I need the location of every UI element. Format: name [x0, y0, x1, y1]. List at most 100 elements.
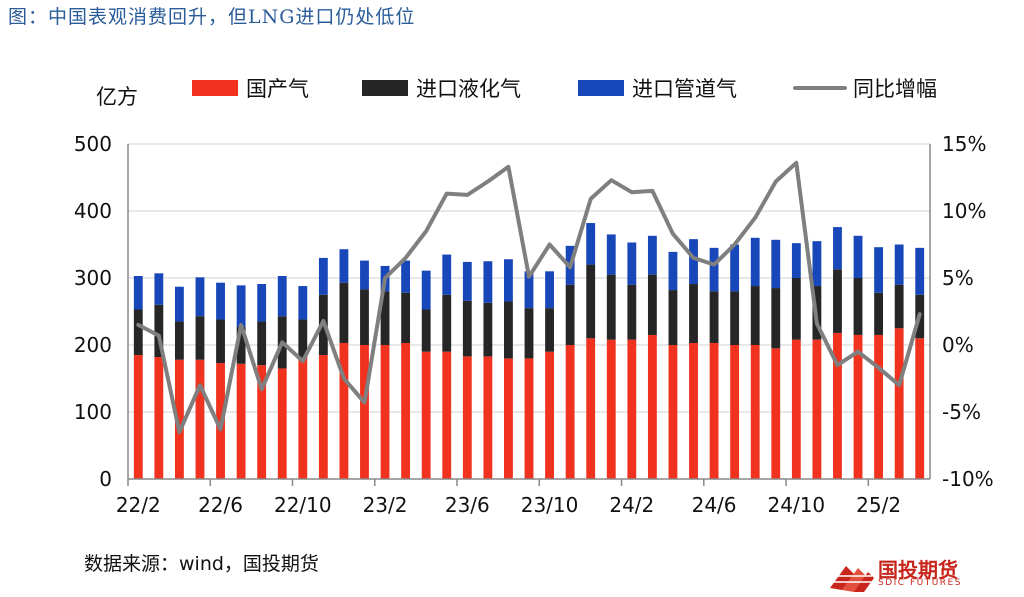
- x-tick-label: 24/10: [768, 493, 826, 517]
- y-tick-label: 300: [74, 266, 112, 290]
- domestic-gas-bar: [709, 342, 719, 479]
- domestic-gas-bar: [689, 342, 698, 479]
- lng-import-bar: [236, 326, 246, 364]
- lng-import-bar: [154, 304, 164, 358]
- domestic-gas-bar: [545, 351, 554, 479]
- domestic-gas-bar: [442, 351, 452, 479]
- x-tick-label: 23/6: [445, 493, 490, 517]
- lng-import-bar: [668, 290, 678, 345]
- pipeline-import-bar: [709, 247, 719, 292]
- pipeline-import-bar: [874, 247, 884, 293]
- pipeline-import-bar: [421, 270, 431, 310]
- lng-import-bar: [360, 289, 369, 345]
- pipeline-import-bar: [236, 285, 246, 327]
- pipeline-import-bar: [401, 260, 411, 293]
- pipeline-import-bar: [833, 227, 842, 270]
- y2-tick-label: 10%: [942, 199, 986, 223]
- lng-import-bar: [401, 292, 411, 343]
- domestic-gas-bar: [236, 363, 246, 479]
- domestic-gas-bar: [298, 358, 308, 479]
- lng-import-bar: [216, 319, 225, 364]
- pipeline-import-bar: [195, 277, 205, 317]
- x-tick-label: 24/2: [609, 493, 654, 517]
- pipeline-import-bar: [730, 244, 740, 292]
- pipeline-import-bar: [257, 284, 267, 322]
- pipeline-import-bar: [771, 239, 781, 289]
- domestic-gas-bar: [318, 355, 328, 479]
- pipeline-import-bar: [647, 235, 657, 275]
- pipeline-import-bar: [689, 239, 698, 285]
- legend: 国产气 进口液化气 进口管道气 同比增幅: [192, 77, 937, 101]
- legend-domestic-swatch: [192, 80, 238, 96]
- pipeline-import-bar: [853, 235, 863, 278]
- domestic-gas-bar: [647, 334, 657, 479]
- x-tick-label: 22/2: [116, 493, 161, 517]
- domestic-gas-bar: [483, 356, 493, 479]
- lng-import-bar: [442, 294, 452, 352]
- domestic-gas-bar: [730, 345, 740, 479]
- y-tick-label: 400: [74, 199, 112, 223]
- lng-import-bar: [647, 274, 657, 335]
- yoy-line: [136, 160, 922, 435]
- pipeline-import-bar: [668, 251, 678, 291]
- domestic-gas-bar: [853, 334, 863, 479]
- lng-import-bar: [380, 291, 390, 345]
- domestic-gas-bar: [257, 365, 267, 479]
- pipeline-import-bar: [442, 254, 452, 295]
- pipeline-import-bar: [606, 234, 616, 275]
- lng-import-bar: [771, 288, 781, 349]
- domestic-gas-bar: [524, 358, 534, 479]
- lng-import-bar: [257, 321, 267, 366]
- legend-domestic-label: 国产气: [246, 77, 309, 101]
- lng-import-bar: [853, 278, 863, 335]
- pipeline-import-bar: [298, 286, 308, 320]
- y-tick-label: 0: [99, 467, 112, 491]
- y2-tick-label: 0%: [942, 333, 974, 357]
- pipeline-import-bar: [339, 249, 349, 283]
- lng-import-bar: [833, 269, 842, 333]
- domestic-gas-bar: [874, 334, 884, 479]
- legend-pipeline-swatch: [578, 80, 624, 96]
- domestic-gas-bar: [771, 348, 781, 479]
- pipeline-import-bar: [504, 259, 513, 302]
- pipeline-import-bar: [812, 241, 822, 287]
- pipeline-import-bar: [360, 260, 369, 290]
- x-tick-label: 22/6: [198, 493, 243, 517]
- domestic-gas-bar: [894, 328, 904, 479]
- pipeline-import-bar: [216, 282, 225, 320]
- lng-import-bar: [545, 308, 554, 352]
- domestic-gas-bar: [586, 338, 596, 479]
- lng-import-bar: [483, 302, 493, 357]
- y2-tick-label: 15%: [942, 132, 986, 156]
- lng-import-bar: [606, 274, 616, 340]
- lng-import-bar: [339, 282, 349, 343]
- pipeline-import-bar: [915, 247, 925, 295]
- pipeline-import-bar: [462, 261, 472, 301]
- lng-import-bar: [133, 309, 143, 356]
- pipeline-import-bar: [524, 271, 534, 309]
- x-tick-label: 23/10: [521, 493, 579, 517]
- pipeline-import-bar: [483, 261, 493, 303]
- x-tick-label: 22/10: [274, 493, 332, 517]
- axes: [127, 144, 931, 486]
- source-note: 数据来源：wind，国投期货: [84, 553, 319, 575]
- x-tick-label: 23/2: [363, 493, 408, 517]
- domestic-gas-bar: [462, 356, 472, 479]
- lng-import-bar: [627, 284, 637, 340]
- lng-import-bar: [565, 284, 575, 345]
- lng-import-bar: [689, 284, 698, 343]
- pipeline-import-bar: [791, 243, 801, 278]
- pipeline-import-bar: [277, 275, 287, 317]
- lng-import-bar: [524, 308, 534, 359]
- logo-name: 国投期货: [878, 558, 958, 582]
- pipeline-import-bar: [133, 275, 143, 310]
- lng-import-bar: [504, 301, 513, 359]
- domestic-gas-bar: [504, 358, 513, 479]
- domestic-gas-bar: [401, 342, 411, 479]
- pipeline-import-bar: [894, 244, 904, 285]
- domestic-gas-bar: [833, 332, 842, 479]
- domestic-gas-bar: [421, 351, 431, 479]
- y-tick-label: 500: [74, 132, 112, 156]
- tick-labels: 0 100 200 300 400 500 -10% -5% 0% 5% 10% 15% 22/2 22/…: [74, 132, 994, 517]
- domestic-gas-bar: [668, 345, 678, 479]
